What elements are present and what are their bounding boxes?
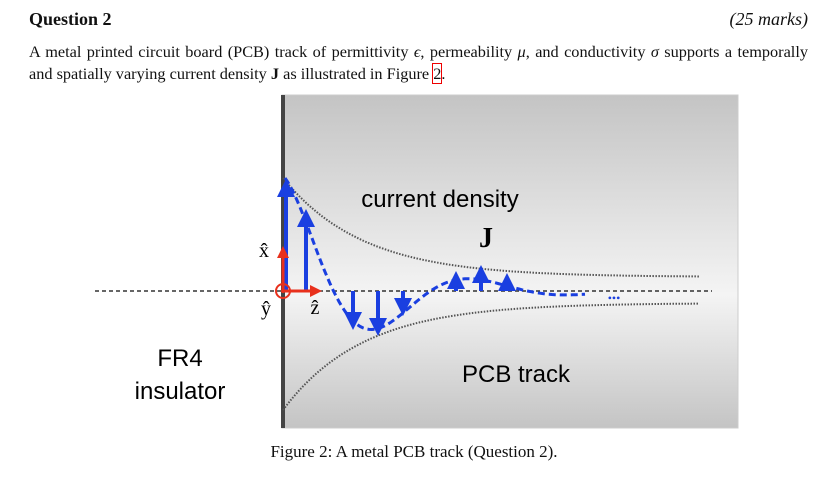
current-wave: [283, 177, 586, 332]
body-text: J: [270, 64, 280, 83]
label-z: ẑ: [311, 297, 320, 319]
body-text: supports a temporally and spatially vary…: [29, 42, 808, 83]
label-dots: •••: [608, 291, 621, 305]
label-j: J: [479, 223, 493, 254]
body-text: A metal printed circuit board (PCB) trac…: [29, 42, 414, 61]
envelope-bottom: [282, 302, 699, 411]
question-body: A metal printed circuit board (PCB) trac…: [29, 41, 808, 85]
body-text: ϵ: [413, 42, 421, 61]
label-fr4: FR4: [157, 345, 202, 372]
question-marks: (25 marks): [729, 9, 809, 29]
track-box: [281, 94, 739, 429]
label-x: x̂: [259, 240, 269, 262]
body-text: 2: [432, 63, 443, 84]
question-title: Question 2: [29, 9, 112, 29]
body-text: , permeability: [420, 42, 518, 61]
body-text: as illustrated in Figure: [279, 64, 434, 83]
label-insulator: insulator: [135, 378, 226, 405]
envelope-top: [282, 177, 700, 278]
body-text: , and conductivity: [525, 42, 651, 61]
body-text: μ: [517, 42, 526, 61]
label-y: ŷ: [261, 298, 271, 320]
body-text: σ: [650, 42, 659, 61]
body-text: .: [441, 64, 446, 83]
wave-group: [277, 177, 700, 411]
label-track: PCB track: [462, 361, 571, 388]
figure-caption: Figure 2: A metal PCB track (Question 2)…: [270, 442, 558, 461]
label-current: current density: [361, 186, 518, 213]
